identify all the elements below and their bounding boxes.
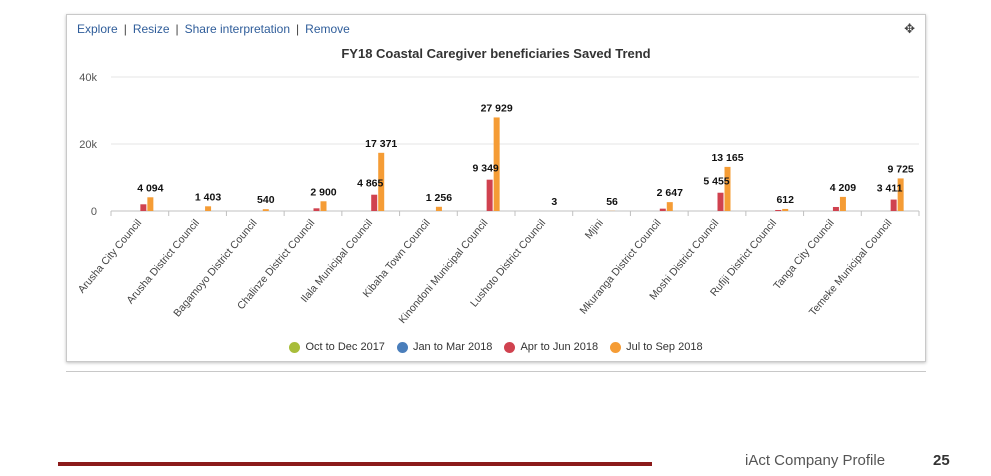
- bar: [666, 202, 673, 211]
- y-tick-label: 0: [91, 206, 97, 218]
- bar: [897, 178, 904, 211]
- bar: [832, 206, 839, 211]
- legend-label: Jan to Mar 2018: [412, 341, 493, 353]
- bar: [493, 117, 500, 211]
- legend-label: Jul to Sep 2018: [626, 341, 703, 353]
- footer-title: iAct Company Profile: [745, 452, 886, 469]
- legend-item[interactable]: Oct to Dec 2017: [289, 341, 385, 353]
- toolbar-separator: |: [296, 22, 300, 36]
- y-tick-label: 20k: [79, 139, 97, 151]
- legend-item[interactable]: Jan to Mar 2018: [396, 341, 493, 353]
- data-label: 9 725: [888, 163, 914, 175]
- bar: [435, 206, 442, 211]
- explore-link[interactable]: Explore: [77, 22, 118, 36]
- data-label: 13 165: [711, 152, 743, 164]
- data-label: 2 900: [310, 186, 336, 198]
- bar: [486, 179, 493, 211]
- bar: [659, 208, 666, 211]
- data-label: 4 209: [830, 182, 856, 194]
- resize-link[interactable]: Resize: [132, 22, 170, 36]
- data-label: 17 371: [365, 138, 397, 150]
- chart-panel: Explore | Resize | Share interpretation | Remo…: [66, 14, 926, 362]
- data-label: 1 403: [195, 191, 221, 203]
- legend-item[interactable]: Jul to Sep 2018: [610, 341, 703, 353]
- move-icon[interactable]: ✥: [904, 21, 915, 36]
- bar: [205, 206, 212, 211]
- data-label: 3 411: [877, 183, 903, 195]
- legend-marker-icon: [504, 341, 516, 353]
- data-label: 5 455: [703, 176, 729, 188]
- bar: [313, 208, 320, 211]
- divider: [66, 371, 926, 372]
- data-label: 27 929: [481, 102, 513, 114]
- bar: [717, 192, 724, 211]
- legend-label: Oct to Dec 2017: [305, 341, 385, 353]
- bar: [839, 196, 846, 211]
- x-category-label: Rufiji District Council: [708, 217, 779, 298]
- data-label: 1 256: [426, 192, 452, 204]
- page-number: 25: [933, 452, 950, 469]
- x-category-label: Arusha City Council: [76, 217, 144, 295]
- bar: [890, 199, 897, 211]
- toolbar-separator: |: [175, 22, 179, 36]
- bar: [724, 166, 731, 211]
- bar: [782, 208, 789, 211]
- data-label: 56: [606, 196, 618, 208]
- data-label: 612: [776, 194, 794, 206]
- legend-marker-icon: [610, 341, 622, 353]
- data-label: 4 094: [137, 182, 163, 194]
- data-label: 4 865: [357, 178, 383, 190]
- x-category-label: Tanga City Council: [771, 217, 836, 292]
- chart-legend: Oct to Dec 2017 Jan to Mar 2018 Apr to Jun…: [67, 341, 925, 356]
- bar: [775, 209, 782, 211]
- bar: [378, 152, 385, 211]
- share-interpretation-link[interactable]: Share interpretation: [184, 22, 291, 36]
- footer-accent-bar: [58, 462, 652, 466]
- chart-title: FY18 Coastal Caregiver beneficiaries Sav…: [341, 46, 651, 61]
- remove-link[interactable]: Remove: [305, 22, 350, 36]
- bar: [320, 201, 327, 211]
- bar: [140, 204, 147, 211]
- legend-item[interactable]: Apr to Jun 2018: [504, 341, 598, 353]
- data-label: 3: [551, 196, 557, 208]
- panel-toolbar: Explore | Resize | Share interpretation | Remo…: [77, 22, 350, 36]
- bar: [262, 209, 269, 211]
- data-label: 9 349: [473, 163, 499, 175]
- legend-label: Apr to Jun 2018: [520, 341, 599, 353]
- data-label: 540: [257, 194, 275, 206]
- toolbar-separator: |: [123, 22, 127, 36]
- data-label: 2 647: [657, 187, 683, 199]
- x-category-label: Mjini: [583, 217, 606, 241]
- bar: [371, 194, 378, 211]
- legend-marker-icon: [289, 341, 301, 353]
- y-tick-label: 40k: [79, 72, 97, 84]
- bar: [147, 197, 154, 211]
- legend-marker-icon: [396, 341, 408, 353]
